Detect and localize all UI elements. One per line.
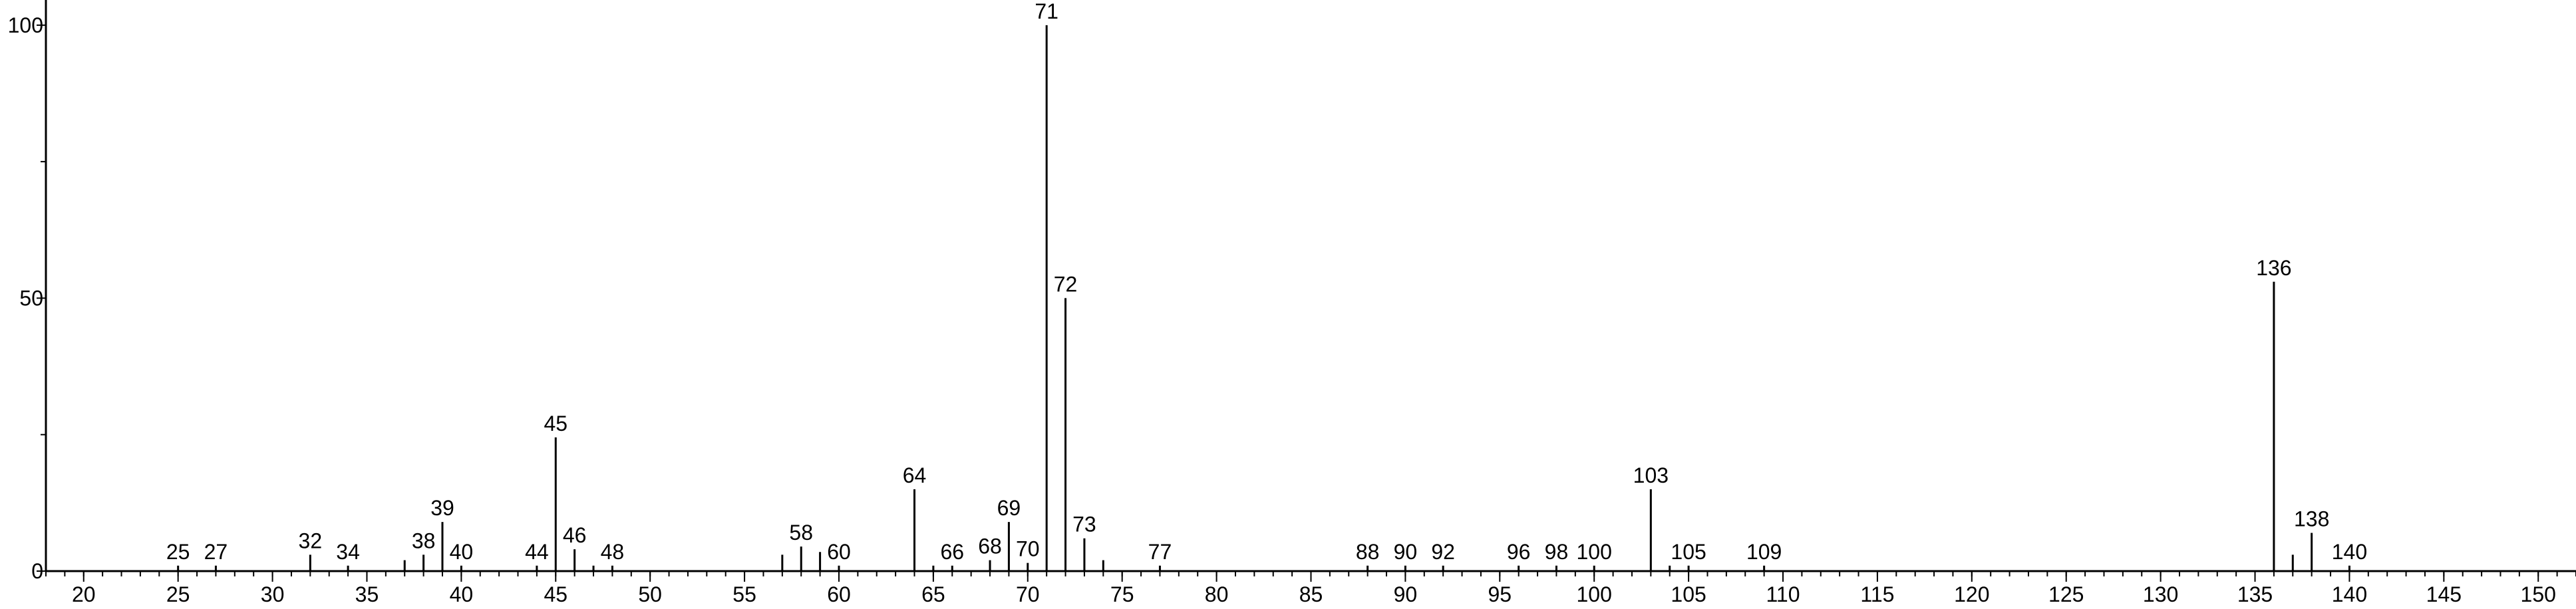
- x-tick-label: 30: [261, 582, 285, 606]
- x-tick-label: 145: [2426, 582, 2462, 606]
- peak-label: 100: [1577, 540, 1612, 564]
- peak-label: 73: [1072, 513, 1096, 537]
- peak-label: 64: [903, 463, 927, 487]
- x-tick-label: 125: [2048, 582, 2084, 606]
- peak-label: 58: [789, 521, 813, 545]
- peak-label: 39: [430, 496, 454, 520]
- x-tick-label: 50: [638, 582, 662, 606]
- peak-label: 138: [2294, 507, 2329, 531]
- x-tick-label: 130: [2143, 582, 2178, 606]
- x-tick-label: 150: [2521, 582, 2556, 606]
- peak-label: 109: [1746, 540, 1782, 564]
- x-tick-label: 120: [1954, 582, 1989, 606]
- y-tick-label: 50: [19, 286, 43, 310]
- x-tick-label: 90: [1394, 582, 1418, 606]
- peak-label: 34: [336, 540, 360, 564]
- peak-label: 40: [450, 540, 474, 564]
- peak-label: 77: [1148, 540, 1172, 564]
- x-tick-label: 135: [2237, 582, 2273, 606]
- x-tick-label: 95: [1488, 582, 1512, 606]
- peak-label: 72: [1054, 272, 1078, 296]
- x-tick-label: 25: [166, 582, 190, 606]
- peak-label: 92: [1431, 540, 1455, 564]
- peak-label: 98: [1545, 540, 1569, 564]
- x-tick-label: 140: [2332, 582, 2367, 606]
- x-tick-label: 45: [544, 582, 567, 606]
- peak-label: 140: [2332, 540, 2367, 564]
- x-tick-label: 100: [1577, 582, 1612, 606]
- x-tick-label: 70: [1016, 582, 1040, 606]
- x-tick-label: 40: [450, 582, 474, 606]
- peak-label: 48: [601, 540, 625, 564]
- peak-label: 25: [166, 540, 190, 564]
- x-tick-label: 60: [827, 582, 851, 606]
- x-tick-label: 20: [72, 582, 96, 606]
- peak-label: 32: [299, 529, 323, 552]
- peak-label: 96: [1507, 540, 1531, 564]
- peak-label: 71: [1035, 0, 1058, 23]
- peak-label: 68: [978, 535, 1002, 558]
- peak-label: 136: [2256, 256, 2291, 280]
- x-tick-label: 115: [1860, 582, 1894, 606]
- x-tick-label: 105: [1671, 582, 1706, 606]
- x-tick-label: 65: [921, 582, 945, 606]
- peak-label: 44: [525, 540, 549, 564]
- peak-label: 45: [544, 412, 567, 435]
- y-tick-label: 0: [31, 559, 43, 583]
- y-tick-label: 100: [8, 13, 43, 37]
- peak-label: 70: [1016, 537, 1040, 561]
- x-tick-label: 85: [1299, 582, 1323, 606]
- peak-label: 27: [204, 540, 228, 564]
- peak-label: 103: [1633, 463, 1669, 487]
- x-tick-label: 55: [732, 582, 756, 606]
- peak-label: 88: [1356, 540, 1380, 564]
- peak-label: 60: [827, 540, 851, 564]
- peak-label: 69: [997, 496, 1021, 520]
- peak-label: 105: [1671, 540, 1706, 564]
- peak-label: 38: [412, 529, 436, 552]
- x-tick-label: 75: [1110, 582, 1134, 606]
- peak-label: 46: [563, 523, 587, 547]
- x-tick-label: 80: [1205, 582, 1229, 606]
- peak-label: 90: [1394, 540, 1418, 564]
- x-tick-label: 110: [1766, 582, 1800, 606]
- peak-label: 66: [940, 540, 964, 564]
- x-tick-label: 35: [355, 582, 379, 606]
